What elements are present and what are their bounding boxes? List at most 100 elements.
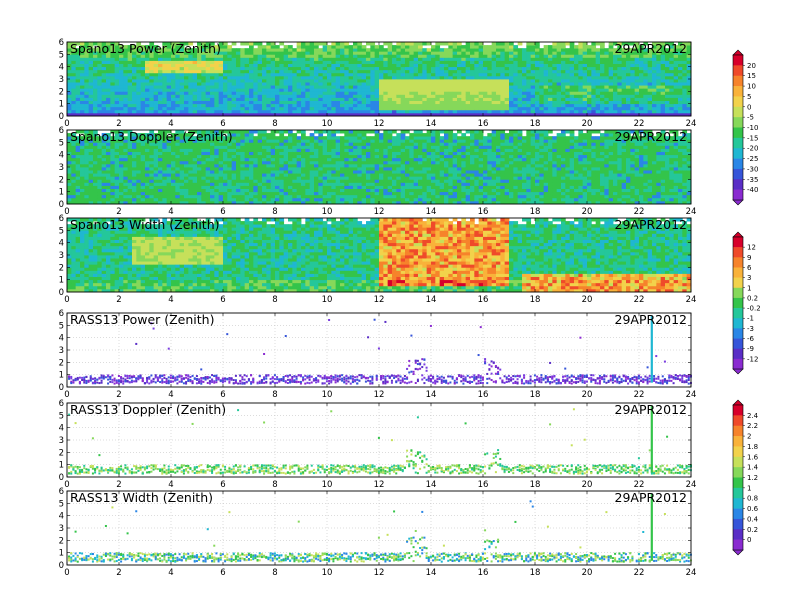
colorbar-tick-label: 2.2 (747, 422, 758, 430)
x-tick-label: 2 (116, 568, 121, 578)
colorbar-tick-label: -6 (747, 335, 755, 343)
colorbar-tick-label: 1.2 (747, 474, 758, 482)
x-tick-label: 12 (374, 480, 385, 490)
panel-date: 29APR2012 (615, 490, 688, 505)
colorbar-swatch (733, 106, 743, 118)
heatmap-cells (67, 130, 692, 205)
x-tick-label: 16 (478, 568, 489, 578)
panel-date: 29APR2012 (615, 129, 688, 144)
y-tick-label: 0 (59, 473, 64, 483)
x-tick-label: 24 (686, 480, 697, 490)
grid (67, 491, 691, 565)
colorbar-swatch (733, 189, 743, 201)
x-tick-label: 0 (64, 119, 69, 129)
colorbar-swatch (733, 467, 743, 478)
y-tick-label: 2 (59, 263, 64, 273)
colorbar-swatch (733, 358, 743, 370)
panel-title: Spano13 Doppler (Zenith) (70, 129, 233, 144)
y-tick-label: 2 (59, 536, 64, 546)
y-tick-label: 3 (59, 524, 64, 534)
y-tick-label: 2 (59, 175, 64, 185)
colorbar-rass: 2.4 2.2 2 1.8 1.6 1.4 1.2 1 0.8 0.6 0.4 0.2 0 (732, 399, 759, 556)
x-tick-label: 24 (686, 207, 697, 217)
x-tick-label: 18 (530, 480, 541, 490)
colorbar-tick-label: 0.2 (747, 526, 758, 534)
colorbar-tick-label: 0 (747, 103, 751, 111)
colorbar-swatch (733, 168, 743, 180)
colorbar-tick-label: 1 (747, 284, 751, 292)
y-tick-label: 4 (59, 239, 64, 249)
colorbar-width: 12 9 6 3 1 0.2 -0.2 -1 -3 -6 -9 -12 (732, 231, 761, 375)
x-tick-label: 10 (322, 119, 333, 129)
colorbar-swatch (733, 55, 743, 66)
y-tick-label: 3 (59, 163, 64, 173)
x-tick-label: 4 (168, 568, 173, 578)
y-tick-label: 0 (59, 383, 64, 393)
panel-date: 29APR2012 (615, 402, 688, 417)
x-tick-label: 8 (272, 295, 277, 305)
colorbar-tick-label: 0.8 (747, 495, 758, 503)
colorbar-swatch (733, 148, 743, 159)
colorbar-swatch (733, 247, 743, 258)
y-tick-label: 2 (59, 358, 64, 368)
panel-date: 29APR2012 (615, 41, 688, 56)
y-tick-label: 5 (59, 226, 64, 236)
x-tick-label: 12 (374, 390, 385, 400)
y-tick-label: 6 (59, 214, 64, 224)
colorbar-swatch (733, 137, 743, 149)
x-tick-label: 18 (530, 390, 541, 400)
x-tick-label: 4 (168, 390, 173, 400)
x-tick-label: 4 (168, 295, 173, 305)
x-tick-label: 24 (686, 295, 697, 305)
colorbar-tick-label: 0.6 (747, 505, 759, 513)
x-tick-label: 8 (272, 119, 277, 129)
x-tick-label: 16 (478, 207, 489, 217)
y-tick-label: 3 (59, 436, 64, 446)
colorbar-swatch (733, 425, 743, 437)
x-tick-label: 2 (116, 480, 121, 490)
colorbar-arrow-top (732, 231, 744, 238)
colorbar-tick-label: 9 (747, 254, 751, 262)
colorbar-tick-label: 2 (747, 433, 751, 441)
colorbar-tick-label: -30 (747, 165, 758, 173)
colorbar-frame (732, 236, 744, 370)
x-tick-label: 8 (272, 568, 277, 578)
colorbar-tick-label: 6 (747, 264, 752, 272)
colorbar-tick-label: -10 (747, 124, 758, 132)
y-tick-label: 6 (59, 309, 64, 319)
y-tick-label: 5 (59, 50, 64, 60)
colorbar-swatch (733, 308, 743, 319)
x-tick-label: 16 (478, 119, 489, 129)
colorbar-tick-label: 5 (747, 93, 751, 101)
colorbar-swatch (733, 257, 743, 268)
x-tick-label: 16 (478, 295, 489, 305)
x-tick-label: 10 (322, 568, 333, 578)
x-tick-label: 2 (116, 295, 121, 305)
x-tick-label: 12 (374, 295, 385, 305)
y-tick-label: 4 (59, 63, 64, 73)
colorbar-swatch (733, 415, 743, 427)
x-tick-label: 22 (634, 207, 645, 217)
colorbar-tick-label: 1.4 (747, 464, 759, 472)
x-tick-label: 16 (478, 390, 489, 400)
colorbar-tick-label: 0 (747, 536, 751, 544)
x-tick-label: 22 (634, 295, 645, 305)
x-tick-label: 20 (582, 295, 593, 305)
x-tick-label: 22 (634, 119, 645, 129)
colorbar-tick-label: 0.4 (747, 515, 759, 523)
colorbar-arrow-top (732, 399, 744, 406)
colorbar-power: 20 15 10 5 0 -5 -10 -15 -20 -25 -30 -35 -40 (732, 49, 758, 206)
x-tick-label: 0 (64, 480, 69, 490)
colorbar-swatch (733, 498, 743, 509)
spike-column (650, 405, 653, 473)
colorbar-swatch (733, 65, 743, 77)
panel-title: RASS13 Power (Zenith) (70, 312, 214, 327)
x-tick-label: 18 (530, 119, 541, 129)
colorbar-swatch (733, 436, 743, 447)
y-tick-label: 2 (59, 87, 64, 97)
x-tick-label: 10 (322, 480, 333, 490)
colorbar-tick-label: -20 (747, 145, 758, 153)
x-tick-label: 14 (426, 390, 437, 400)
